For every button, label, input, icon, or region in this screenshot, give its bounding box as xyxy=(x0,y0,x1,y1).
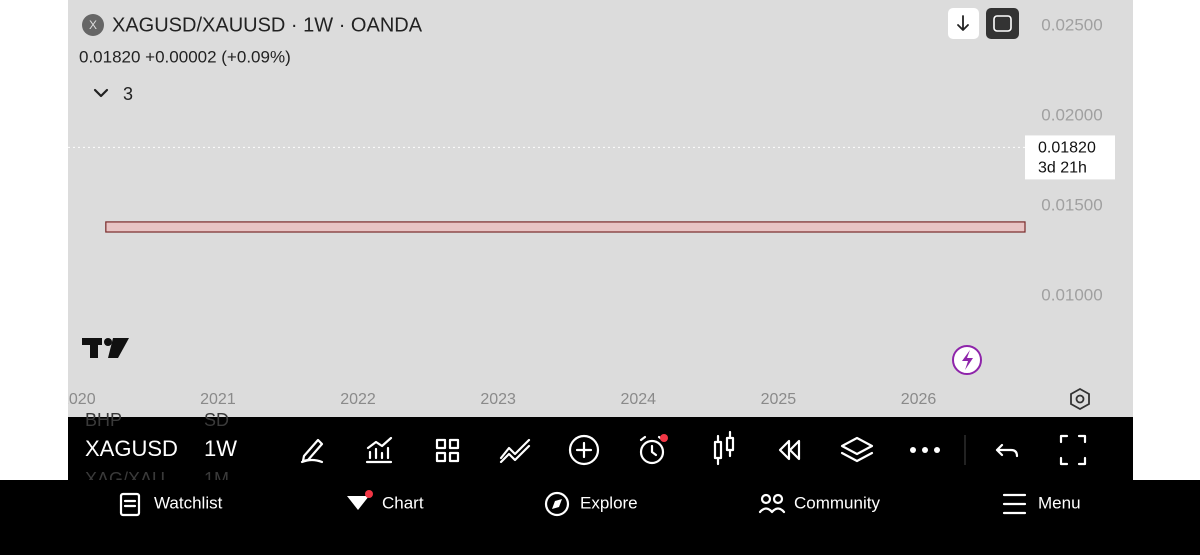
alert-icon xyxy=(962,350,973,370)
symbol-logo-text: X xyxy=(89,18,97,32)
y-tick-label: 0.01000 xyxy=(1041,285,1102,304)
support-zone xyxy=(105,221,1026,233)
menu-icon xyxy=(1002,493,1027,515)
expand-tool[interactable] xyxy=(1059,434,1087,466)
undo-tool[interactable] xyxy=(995,443,1019,458)
x-tick-label: 2021 xyxy=(200,391,236,408)
alarm-dot xyxy=(660,434,668,442)
x-tick-label: 2024 xyxy=(620,391,656,408)
toolbar xyxy=(68,417,1133,480)
download-icon xyxy=(957,15,969,31)
layers-tool[interactable] xyxy=(840,436,874,463)
settings-button[interactable] xyxy=(1070,387,1090,411)
nav-items: Watchlist Chart Explore Community Menu xyxy=(154,493,1081,512)
nav-item[interactable]: Chart xyxy=(382,493,424,512)
x-tick-label: 2020 xyxy=(60,391,96,408)
x-tick-label: 2023 xyxy=(480,391,516,408)
nav-item[interactable]: Community xyxy=(794,493,880,512)
y-tick-label: 0.02500 xyxy=(1041,16,1102,35)
chart-background xyxy=(68,0,1133,417)
settings-icon xyxy=(1075,394,1085,404)
plot-area: 0.01000 0.01500 0.02000 0.02500 2020 2021 2022… xyxy=(60,16,1115,408)
add-tool[interactable] xyxy=(568,434,600,466)
ghost-item: SD xyxy=(204,410,229,430)
ghost-item: BHP xyxy=(85,410,122,430)
compare-tool[interactable] xyxy=(499,438,531,464)
nav-item[interactable]: Watchlist xyxy=(154,493,223,512)
x-tick-label: 2026 xyxy=(901,391,937,408)
nav-item[interactable]: Explore xyxy=(580,493,638,512)
y-tick-label: 0.01500 xyxy=(1041,195,1102,214)
countdown-label: 3d 21h xyxy=(1038,160,1087,177)
nav-item[interactable]: Menu xyxy=(1038,493,1081,512)
x-tick-label: 2025 xyxy=(761,391,797,408)
community-icon xyxy=(758,493,786,514)
fullscreen-icon xyxy=(993,15,1012,32)
chart-type-tool[interactable] xyxy=(713,430,735,466)
indicator-chevron[interactable] xyxy=(93,88,109,98)
toolbar-interval[interactable]: 1W xyxy=(204,436,237,461)
fullscreen-button[interactable] xyxy=(986,8,1019,39)
watchlist-icon xyxy=(119,492,141,517)
x-tick-label: 2022 xyxy=(340,391,376,408)
indicators-tool[interactable] xyxy=(365,436,393,464)
draw-tool[interactable] xyxy=(300,438,324,464)
chart-icon xyxy=(347,496,369,510)
more-tool[interactable] xyxy=(910,447,940,453)
symbol-logo xyxy=(82,14,104,36)
quote: 0.01820 +0.00002 (+0.09%) xyxy=(79,47,291,66)
toolbar-symbol[interactable]: XAGUSD xyxy=(85,436,178,461)
replay-tool[interactable] xyxy=(778,439,801,461)
explore-icon xyxy=(544,491,570,517)
alarm-tool[interactable] xyxy=(639,439,665,465)
last-price-label: 0.01820 xyxy=(1038,140,1096,157)
layout-tool[interactable] xyxy=(435,438,460,463)
last-price-box xyxy=(1025,135,1115,180)
indicator-count[interactable]: 3 xyxy=(123,84,133,104)
bottom-nav xyxy=(0,480,1200,555)
y-tick-label: 0.02000 xyxy=(1041,105,1102,124)
tv-logo xyxy=(82,338,129,358)
chart-title[interactable]: XAGUSD/XAUUSD · 1W · OANDA xyxy=(112,14,423,36)
